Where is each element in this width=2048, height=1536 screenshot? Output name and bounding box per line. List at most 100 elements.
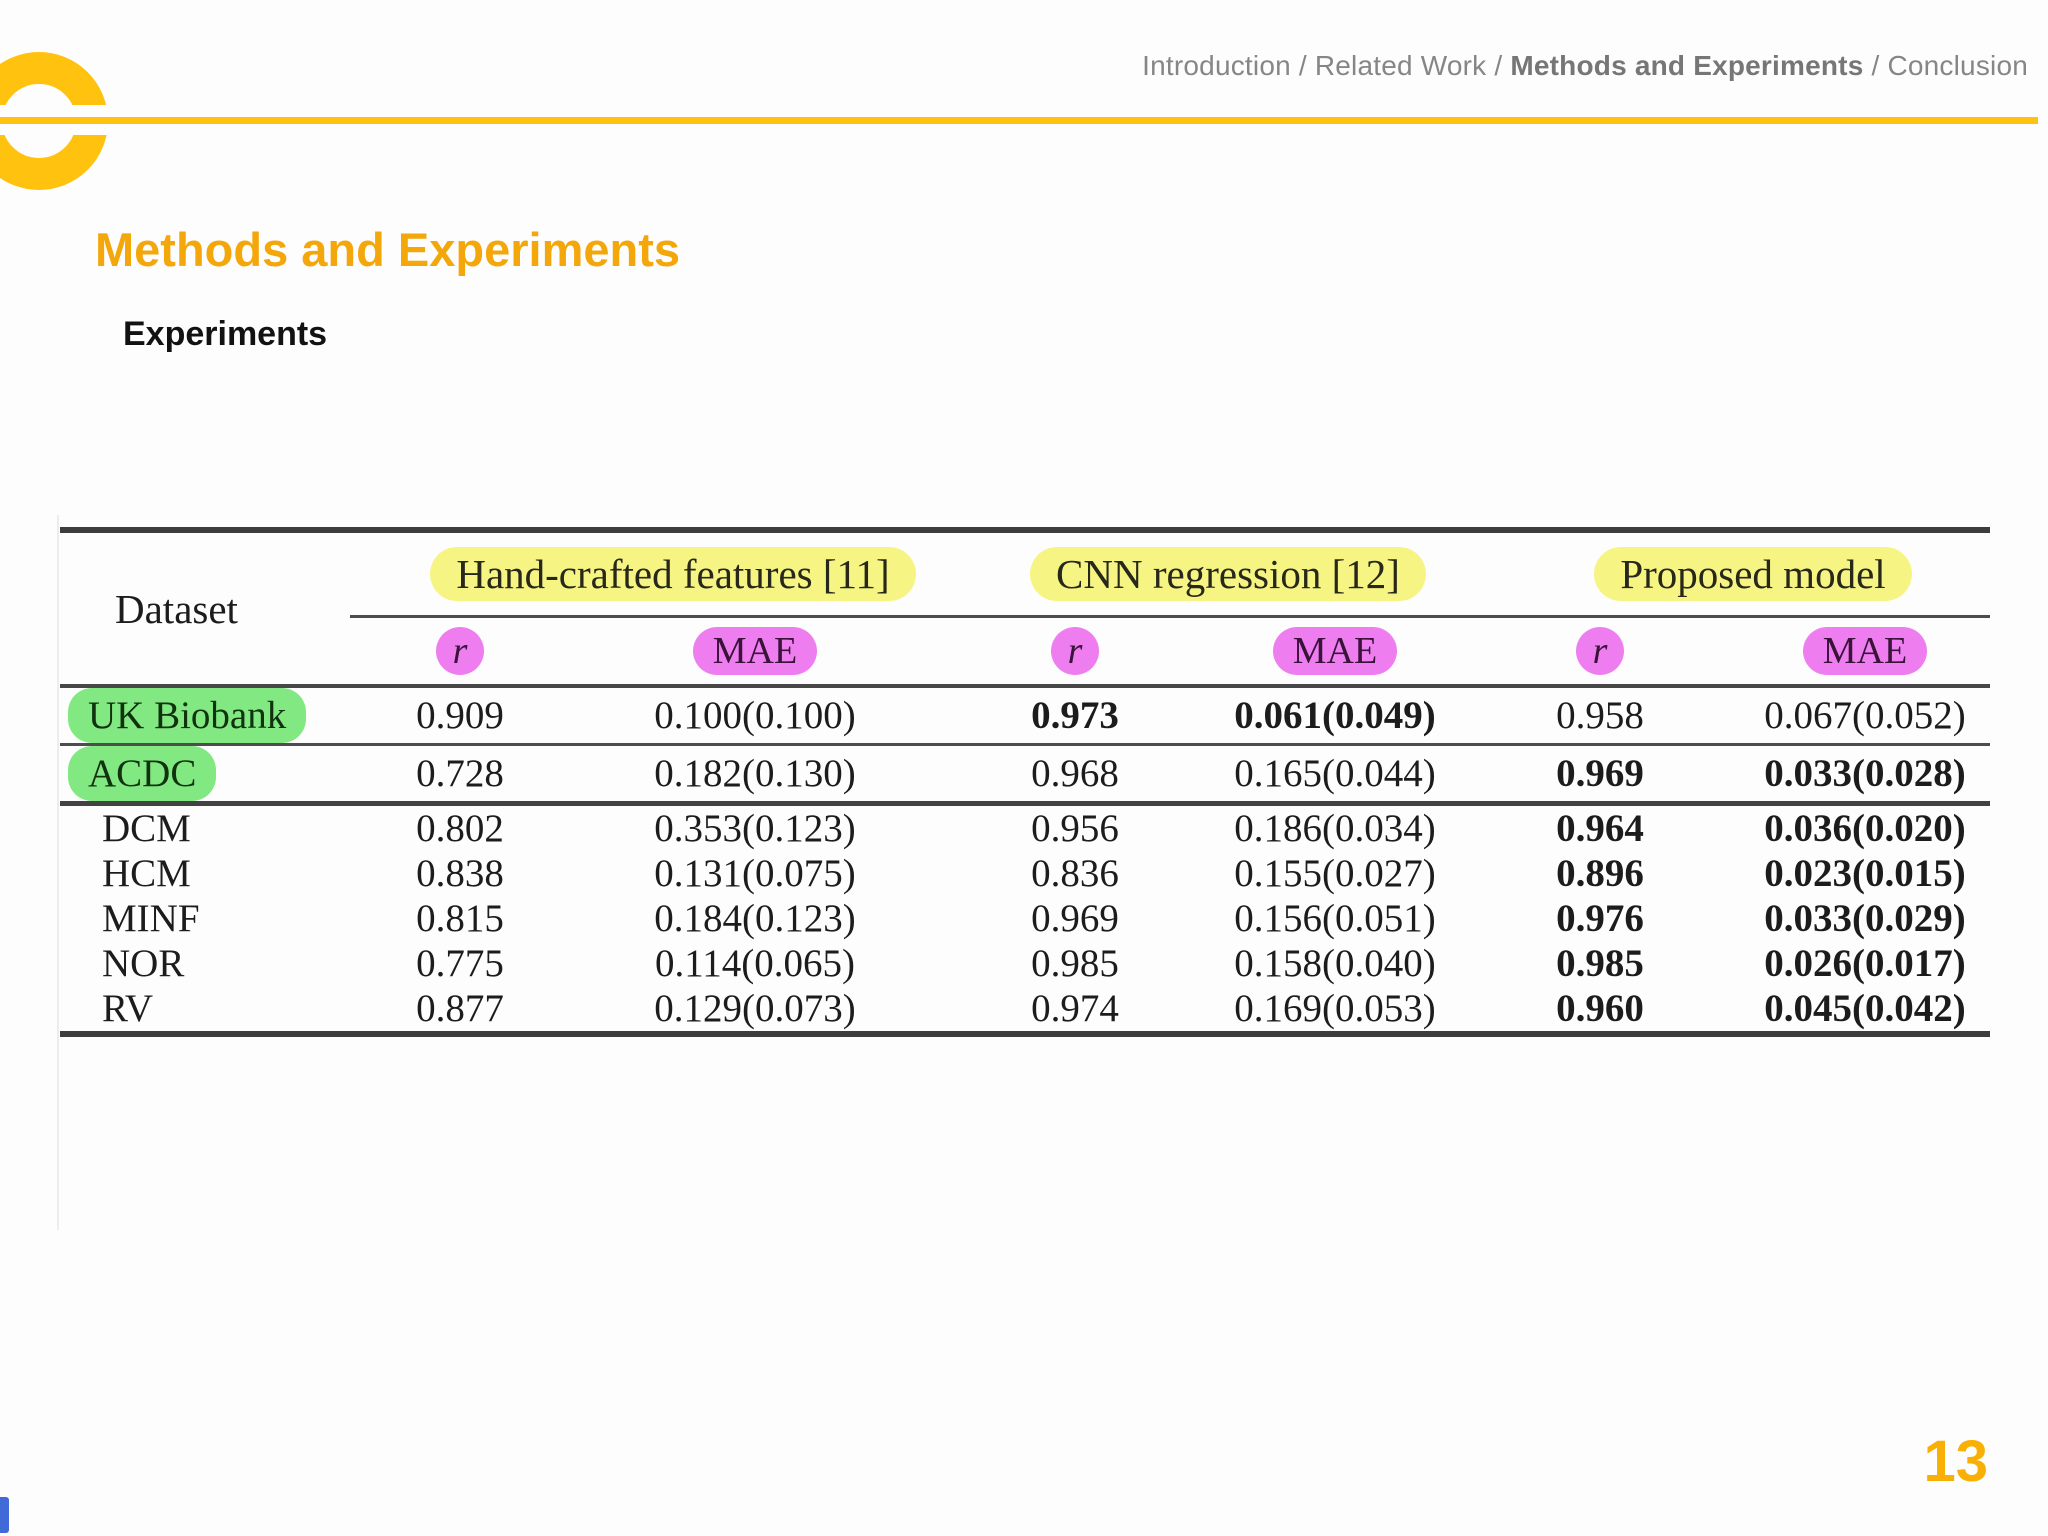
table-cell-text: 0.156(0.051)	[1234, 897, 1436, 940]
table-cell-text: 0.353(0.123)	[654, 807, 856, 850]
table-row-dataset-text: NOR	[102, 942, 185, 985]
table-cell-text: 0.960	[1556, 987, 1644, 1030]
table-cell-text: 0.985	[1556, 942, 1644, 985]
table-row-dataset-text: UK Biobank	[68, 688, 307, 743]
table-cell-text: 0.129(0.073)	[654, 987, 856, 1030]
table-group-header-text: Hand-crafted features [11]	[430, 547, 916, 601]
table-cell: 0.184(0.123)	[570, 896, 940, 941]
table-mid-rule	[60, 801, 1990, 806]
table-cell: 0.728	[350, 746, 570, 801]
table-cell: 0.169(0.053)	[1210, 986, 1460, 1031]
breadcrumb-separator: /	[1298, 50, 1307, 81]
table-cell-text: 0.775	[416, 942, 504, 985]
table-cell: 0.974	[940, 986, 1210, 1031]
table-cell: 0.033(0.028)	[1740, 746, 1990, 801]
table-dataset-header-text: Dataset	[115, 585, 238, 632]
page-title: Methods and Experiments	[95, 223, 680, 276]
table-row-dataset: MINF	[60, 896, 350, 941]
table-top-rule	[60, 527, 1990, 533]
table-row-dataset-text: RV	[102, 987, 154, 1030]
table-cell: 0.968	[940, 746, 1210, 801]
table-cell-text: 0.182(0.130)	[654, 752, 856, 795]
breadcrumb: Introduction / Related Work / Methods and Ex…	[1142, 50, 2028, 82]
table-cell-text: 0.036(0.020)	[1764, 807, 1966, 850]
table-cmid-rule	[350, 615, 1990, 618]
table-subheader-r-text: r	[435, 627, 485, 675]
table-cell: 0.353(0.123)	[570, 806, 940, 851]
table-row-dataset: RV	[60, 986, 350, 1031]
breadcrumb-item[interactable]: Related Work	[1314, 50, 1487, 81]
table-cell-text: 0.026(0.017)	[1764, 942, 1966, 985]
table-cell-text: 0.815	[416, 897, 504, 940]
table-row-dataset-text: MINF	[102, 897, 200, 940]
table-cell-text: 0.169(0.053)	[1234, 987, 1436, 1030]
table-cell: 0.026(0.017)	[1740, 941, 1990, 986]
table-subheader-r: r	[940, 618, 1210, 684]
table-row-dataset: UK Biobank	[60, 688, 350, 743]
table-cell-text: 0.114(0.065)	[654, 942, 856, 985]
table-cell-text: 0.155(0.027)	[1234, 852, 1436, 895]
table-cell-text: 0.186(0.034)	[1234, 807, 1436, 850]
table-cell: 0.114(0.065)	[570, 941, 940, 986]
table-dataset-header: Dataset	[60, 533, 350, 684]
table-cell-text: 0.067(0.052)	[1764, 694, 1966, 737]
table-cell-text: 0.958	[1556, 694, 1644, 737]
table-subheader-mae-text: MAE	[1272, 627, 1398, 675]
table-cell: 0.061(0.049)	[1210, 688, 1460, 743]
table-cell: 0.129(0.073)	[570, 986, 940, 1031]
breadcrumb-item[interactable]: Conclusion	[1887, 50, 2028, 81]
table-cell-text: 0.974	[1031, 987, 1119, 1030]
breadcrumb-item[interactable]: Methods and Experiments	[1510, 50, 1864, 81]
table-subheader-mae: MAE	[1740, 618, 1990, 684]
table-cell-text: 0.964	[1556, 807, 1644, 850]
table-row-dataset: HCM	[60, 851, 350, 896]
table-group-header-text: CNN regression [12]	[1030, 547, 1426, 601]
table-cell: 0.969	[940, 896, 1210, 941]
table-subheader-mae-text: MAE	[1802, 627, 1928, 675]
table-group-header: Hand-crafted features [11]	[378, 533, 968, 615]
table-cell: 0.186(0.034)	[1210, 806, 1460, 851]
table-cell-text: 0.802	[416, 807, 504, 850]
table-cell-text: 0.877	[416, 987, 504, 1030]
breadcrumb-item[interactable]: Introduction	[1142, 50, 1291, 81]
table-cell: 0.960	[1460, 986, 1740, 1031]
results-table: Dataset Hand-crafted features [11] CNN reg…	[60, 527, 2008, 1037]
table-cell: 0.156(0.051)	[1210, 896, 1460, 941]
table-cell-text: 0.976	[1556, 897, 1644, 940]
table-cell: 0.182(0.130)	[570, 746, 940, 801]
table-row-dataset-text: ACDC	[68, 746, 217, 801]
table-head-rule	[60, 684, 1990, 688]
table-group-header: CNN regression [12]	[968, 533, 1488, 615]
table-cell-text: 0.836	[1031, 852, 1119, 895]
table-cell: 0.909	[350, 688, 570, 743]
table-subheader-r-text: r	[1575, 627, 1625, 675]
table-cell: 0.956	[940, 806, 1210, 851]
table-cell: 0.985	[1460, 941, 1740, 986]
table-cell-text: 0.158(0.040)	[1234, 942, 1436, 985]
table-cell: 0.896	[1460, 851, 1740, 896]
table-row-dataset: DCM	[60, 806, 350, 851]
table-cell-text: 0.896	[1556, 852, 1644, 895]
breadcrumb-separator: /	[1494, 50, 1503, 81]
table-cell: 0.815	[350, 896, 570, 941]
breadcrumb-separator: /	[1871, 50, 1880, 81]
table-cell-text: 0.985	[1031, 942, 1119, 985]
table-cell-text: 0.033(0.029)	[1764, 897, 1966, 940]
table-subheader-r-text: r	[1050, 627, 1100, 675]
table-cell: 0.045(0.042)	[1740, 986, 1990, 1031]
table-row-dataset-text: HCM	[102, 852, 191, 895]
table-cell: 0.958	[1460, 688, 1740, 743]
table-cell-text: 0.956	[1031, 807, 1119, 850]
table-cell: 0.033(0.029)	[1740, 896, 1990, 941]
table-cell: 0.877	[350, 986, 570, 1031]
table-subheader-mae-text: MAE	[692, 627, 818, 675]
table-cell: 0.969	[1460, 746, 1740, 801]
table-cell: 0.155(0.027)	[1210, 851, 1460, 896]
table-group-header: Proposed model	[1488, 533, 2018, 615]
table-cell: 0.973	[940, 688, 1210, 743]
table-cell: 0.100(0.100)	[570, 688, 940, 743]
table-cell-text: 0.969	[1031, 897, 1119, 940]
scan-edge-artifact	[57, 515, 59, 1230]
table-bottom-rule	[60, 1031, 1990, 1037]
table-cell-text: 0.045(0.042)	[1764, 987, 1966, 1030]
